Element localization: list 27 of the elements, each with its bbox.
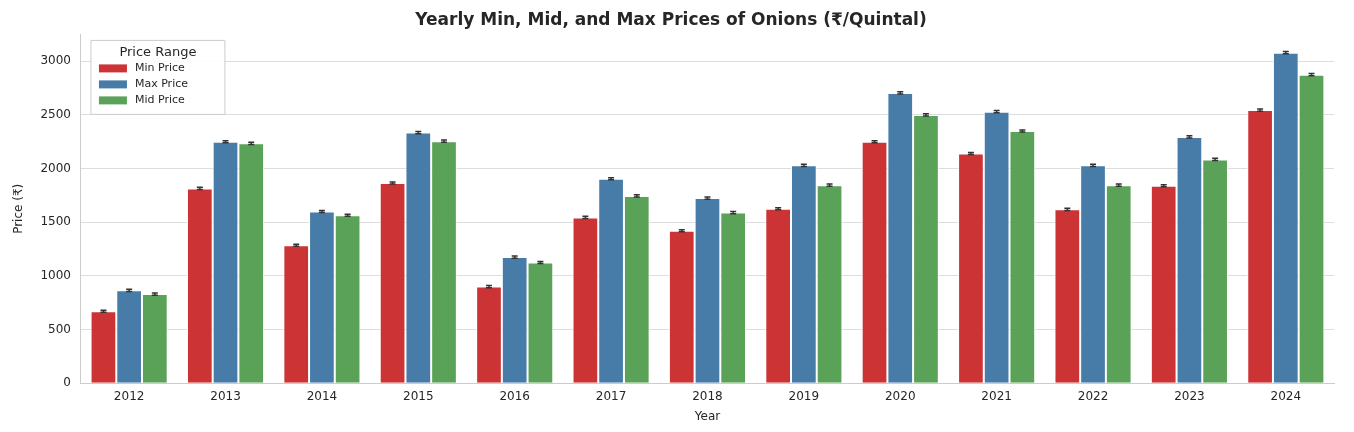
x-tick-label: 2015	[403, 388, 434, 403]
legend-label: Mid Price	[134, 93, 186, 107]
y-tick-label: 500	[48, 321, 71, 336]
y-tick-label: 2500	[40, 107, 71, 122]
x-tick-label: 2018	[692, 388, 723, 403]
y-axis-title: Price (₹)	[11, 183, 26, 234]
x-tick-label: 2012	[113, 388, 145, 403]
x-tick-label: 2013	[210, 388, 241, 403]
legend-label: Min Price	[134, 61, 186, 75]
x-tick-label: 2020	[884, 388, 916, 403]
y-tick-label: 3000	[40, 53, 71, 68]
chart-title: Yearly Min, Mid, and Max Prices of Onions (₹/Quintal)	[414, 8, 927, 29]
y-tick-label: 1000	[40, 268, 71, 282]
x-tick-label: 2022	[1077, 388, 1109, 403]
x-tick-label: 2023	[1174, 388, 1205, 403]
x-tick-label: 2014	[306, 388, 338, 403]
legend-label: Max Price	[134, 77, 189, 91]
legend-title: Price Range	[119, 43, 197, 59]
x-tick-label: 2017	[595, 388, 627, 403]
x-axis-title: Year	[693, 408, 721, 423]
y-tick-label: 2000	[40, 160, 71, 175]
y-tick-label: 1500	[40, 214, 71, 229]
x-tick-label: 2019	[788, 388, 820, 403]
x-tick-label: 2021	[981, 388, 1012, 403]
x-tick-label: 2016	[499, 388, 530, 403]
x-tick-label: 2024	[1270, 388, 1302, 403]
y-tick-label: 0	[63, 375, 71, 390]
